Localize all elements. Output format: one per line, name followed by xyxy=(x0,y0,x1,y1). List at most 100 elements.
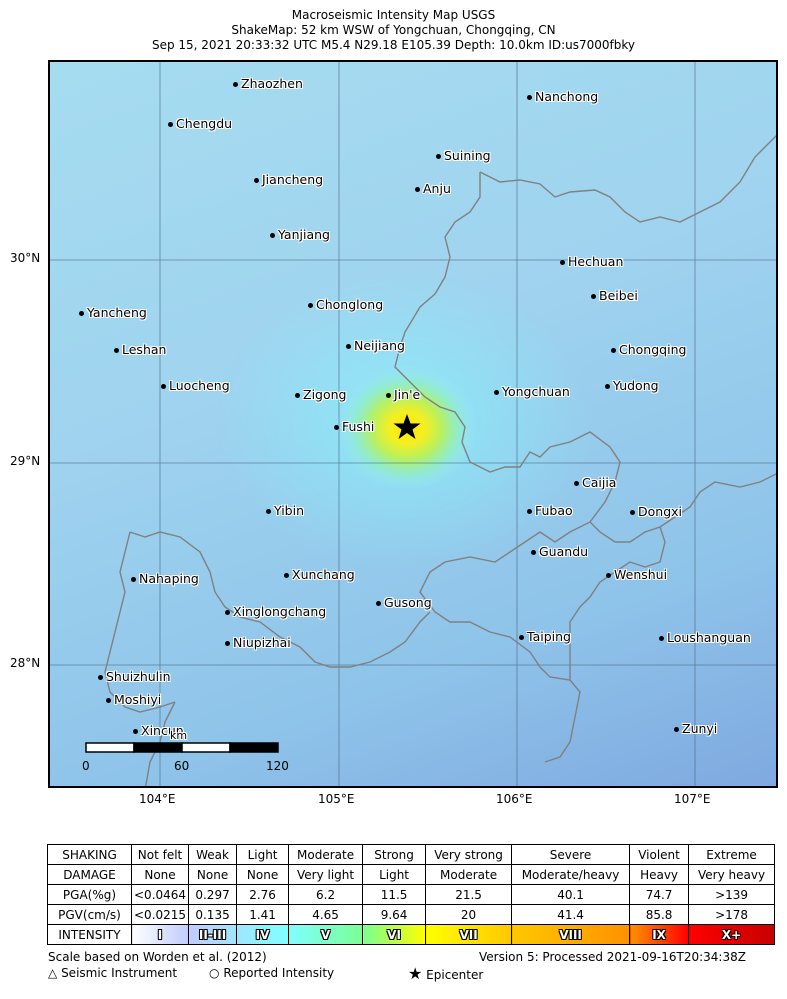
city-marker-icon xyxy=(270,233,275,238)
city-marker-icon xyxy=(161,384,166,389)
legend-cell: Weak xyxy=(188,844,238,865)
legend-cell: Violent xyxy=(629,844,690,865)
city-label: Fushi xyxy=(334,419,374,434)
latitude-label: 28°N xyxy=(10,656,41,670)
city-marker-icon xyxy=(266,509,271,514)
city-marker-icon xyxy=(494,390,499,395)
city-label: Yancheng xyxy=(79,305,147,320)
city-label: Fubao xyxy=(527,503,573,518)
city-marker-icon xyxy=(133,729,138,734)
legend-cell: Not felt xyxy=(130,844,190,865)
legend-cell: 74.7 xyxy=(629,884,690,905)
city-marker-icon xyxy=(674,727,679,732)
legend-row-intensity: INTENSITY I II-III IV V VI VII VIII IX X… xyxy=(47,924,776,945)
legend-cell: Heavy xyxy=(629,864,690,885)
city-marker-icon xyxy=(376,601,381,606)
city-label: Moshiyi xyxy=(106,692,161,707)
intensity-swatch: I xyxy=(130,924,190,945)
city-marker-icon xyxy=(527,509,532,514)
legend-cell: 6.2 xyxy=(288,884,364,905)
legend-cell: Moderate/heavy xyxy=(511,864,631,885)
latitude-label: 29°N xyxy=(10,454,41,468)
legend-cell: 20 xyxy=(425,904,513,925)
legend-epicenter: ★ Epicenter xyxy=(408,964,484,983)
city-marker-icon xyxy=(106,698,111,703)
scale-bar xyxy=(85,742,279,753)
legend-cell: <0.0464 xyxy=(130,884,190,905)
city-label: Hechuan xyxy=(560,254,623,269)
city-marker-icon xyxy=(574,481,579,486)
legend-row-label: DAMAGE xyxy=(47,864,132,885)
city-marker-icon xyxy=(131,577,136,582)
city-marker-icon xyxy=(659,636,664,641)
longitude-label: 105°E xyxy=(318,792,355,806)
legend-cell: Severe xyxy=(511,844,631,865)
legend-cell: None xyxy=(236,864,290,885)
city-marker-icon xyxy=(254,178,259,183)
legend-row-pgv: PGV(cm/s) <0.0215 0.135 1.41 4.65 9.64 2… xyxy=(47,904,776,925)
intensity-swatch: IX xyxy=(629,924,690,945)
latitude-label: 30°N xyxy=(10,251,41,265)
legend-cell: Moderate xyxy=(288,844,364,865)
legend-cell: >139 xyxy=(688,884,776,905)
legend-reported-intensity: ○ Reported Intensity xyxy=(209,966,335,980)
legend-cell: 11.5 xyxy=(362,884,427,905)
city-marker-icon xyxy=(591,294,596,299)
graticule xyxy=(50,62,776,786)
legend-cell: <0.0215 xyxy=(130,904,190,925)
city-marker-icon xyxy=(168,122,173,127)
city-label: Taiping xyxy=(519,629,571,644)
city-label: Gusong xyxy=(376,595,432,610)
city-marker-icon xyxy=(295,393,300,398)
intensity-swatch: VI xyxy=(362,924,427,945)
version-note: Version 5: Processed 2021-09-16T20:34:38… xyxy=(479,950,746,964)
legend-cell: Extreme xyxy=(688,844,776,865)
city-label: Yanjiang xyxy=(270,227,330,242)
city-label: Nahaping xyxy=(131,571,199,586)
city-marker-icon xyxy=(560,260,565,265)
legend-cell: None xyxy=(188,864,238,885)
city-label: Neijiang xyxy=(346,338,405,353)
city-label: Caijia xyxy=(574,475,616,490)
legend-cell: 41.4 xyxy=(511,904,631,925)
intensity-swatch: IV xyxy=(236,924,290,945)
map-title: Macroseismic Intensity Map USGS xyxy=(291,8,496,22)
city-label: Xunchang xyxy=(284,567,355,582)
legend-seismic-instrument: △ Seismic Instrument xyxy=(48,966,178,980)
longitude-label: 107°E xyxy=(674,792,711,806)
city-label: Yibin xyxy=(266,503,304,518)
map-graphics xyxy=(50,62,776,786)
city-label: Jin'e xyxy=(386,387,420,402)
epicenter-star-icon xyxy=(393,414,421,439)
scale-bar-tick: 60 xyxy=(174,759,190,773)
intensity-swatch: V xyxy=(288,924,364,945)
city-marker-icon xyxy=(531,550,536,555)
legend-row-label: PGA(%g) xyxy=(47,884,132,905)
legend-cell: Strong xyxy=(362,844,427,865)
city-marker-icon xyxy=(436,154,441,159)
city-label: Chonglong xyxy=(308,297,383,312)
map-subtitle: ShakeMap: 52 km WSW of Yongchuan, Chongq… xyxy=(231,23,556,37)
legend-row-label: SHAKING xyxy=(47,844,132,865)
city-marker-icon xyxy=(386,393,391,398)
intensity-map[interactable]: Zhaozhen Nanchong Chengdu Suining Jianch… xyxy=(48,60,778,788)
legend-row-label: PGV(cm/s) xyxy=(47,904,132,925)
province-boundary xyxy=(104,135,776,786)
city-marker-icon xyxy=(334,425,339,430)
legend-cell: 9.64 xyxy=(362,904,427,925)
legend-cell: Very strong xyxy=(425,844,513,865)
city-label: Yudong xyxy=(605,378,659,393)
longitude-label: 104°E xyxy=(139,792,176,806)
city-label: Anju xyxy=(415,181,451,196)
city-marker-icon xyxy=(114,348,119,353)
legend-cell: 1.41 xyxy=(236,904,290,925)
legend-cell: 4.65 xyxy=(288,904,364,925)
city-label: Zigong xyxy=(295,387,346,402)
scale-bar-unit: km xyxy=(170,729,188,742)
scale-bar-tick: 0 xyxy=(82,759,90,773)
city-label: Luocheng xyxy=(161,378,230,393)
city-label: Xinglongchang xyxy=(225,604,326,619)
city-label: Shuizhulin xyxy=(98,669,171,684)
legend-cell: Light xyxy=(236,844,290,865)
city-label: Suining xyxy=(436,148,491,163)
